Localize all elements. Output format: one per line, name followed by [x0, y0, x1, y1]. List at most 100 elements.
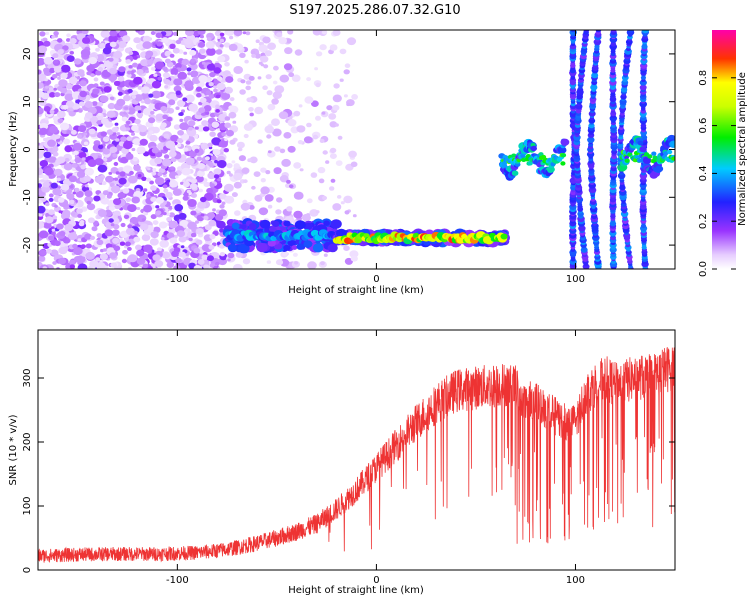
- spectrogram-feature-noise-sparse: [231, 192, 238, 198]
- spectrogram-feature-noise: [38, 213, 43, 217]
- spectrogram-feature-noise: [75, 190, 84, 198]
- spectrogram-feature-noise: [156, 41, 163, 47]
- spectrogram-feature-noise: [68, 184, 74, 189]
- spectrogram-feature-noise: [130, 231, 135, 236]
- spectrogram-feature-noise: [208, 82, 214, 87]
- spectrogram-feature-noise: [52, 261, 57, 265]
- spectrogram-feature-noise: [178, 212, 187, 220]
- spectrogram-feature-noise: [142, 35, 151, 43]
- spectrogram-feature-band: [500, 233, 508, 240]
- spectrogram-feature-noise: [200, 196, 207, 203]
- spectrogram-feature-band: [323, 220, 330, 226]
- spectrogram-feature-noise: [51, 35, 56, 39]
- spectrogram-feature-noise: [217, 55, 226, 63]
- spectrogram-feature-noise-sparse: [226, 170, 231, 175]
- spectrogram-feature-noise: [163, 79, 171, 85]
- spectrogram-feature-noise: [155, 210, 162, 216]
- spectrogram-feature-noise: [163, 154, 170, 159]
- spectrogram-feature-noise: [182, 97, 188, 102]
- spectrogram-feature-noise: [209, 234, 216, 240]
- spectrogram-feature-noise: [187, 128, 197, 137]
- spectrogram-feature-noise: [195, 86, 203, 92]
- spectrogram-feature-noise: [193, 247, 201, 254]
- spectrogram-feature-noise: [51, 231, 56, 236]
- spectrogram-feature-noise: [86, 71, 91, 76]
- spectrogram-feature-noise: [91, 226, 98, 232]
- spectrogram-feature-noise-sparse: [287, 145, 296, 153]
- spectrogram-feature-noise: [196, 156, 202, 161]
- spectrogram-feature-noise: [70, 212, 76, 216]
- spectrogram-feature-noise: [124, 124, 130, 128]
- spectrogram-feature-noise: [83, 141, 89, 146]
- spectrogram-feature-noise-sparse: [279, 175, 289, 183]
- spectrogram-feature-noise-sparse: [339, 48, 347, 55]
- spectrogram-feature-noise: [176, 143, 182, 148]
- spectrogram-feature-noise: [150, 31, 156, 35]
- spectrogram-feature-noise: [195, 228, 204, 235]
- spectrogram-feature-noise: [98, 144, 104, 150]
- spectrogram-feature-noise: [171, 250, 180, 257]
- spectrogram-feature-noise: [40, 197, 47, 203]
- spectrogram-feature-noise-sparse: [315, 115, 321, 121]
- spectrogram-feature-noise: [38, 167, 44, 176]
- spectrogram-feature-noise-sparse: [262, 85, 268, 90]
- spectrogram-feature-noise: [113, 198, 122, 206]
- spectrogram-feature-noise: [53, 59, 59, 64]
- spectrogram-feature-noise: [205, 41, 215, 49]
- spectrogram-feature-noise: [109, 96, 115, 101]
- spectrogram-feature-noise: [154, 157, 163, 165]
- spectrogram-feature-noise: [212, 148, 221, 156]
- spectrogram-feature-noise: [54, 92, 61, 98]
- spectrogram-feature-noise-sparse: [278, 111, 289, 120]
- spectrogram-feature-noise: [185, 157, 195, 166]
- spectrogram-feature-band: [283, 220, 291, 227]
- spectrogram-feature-noise: [44, 85, 49, 89]
- spectrogram-feature-noise: [133, 236, 141, 243]
- spectrogram-feature-noise: [183, 51, 188, 55]
- spectrogram-feature-noise: [128, 175, 138, 184]
- spectrogram-feature-tone: [511, 153, 517, 158]
- spectrogram-feature-arc: [583, 30, 590, 33]
- spectrogram-feature-noise: [77, 213, 83, 218]
- spectrogram-feature-noise: [170, 134, 179, 142]
- spectrogram-feature-noise: [162, 114, 169, 120]
- y-tick-label: 10: [22, 95, 33, 108]
- spectrogram-feature-band: [248, 223, 257, 230]
- spectrogram-feature-noise: [102, 248, 107, 252]
- spectrogram-feature-noise: [42, 266, 48, 269]
- spectrogram-feature-noise: [181, 109, 185, 113]
- spectrogram-feature-noise: [64, 145, 73, 153]
- spectrogram-feature-noise-sparse: [248, 205, 255, 210]
- spectrogram-feature-noise-sparse: [227, 252, 235, 259]
- spectrogram-feature-noise: [164, 58, 171, 64]
- spectrogram-feature-noise-sparse: [225, 30, 235, 36]
- spectrogram-feature-noise: [206, 47, 216, 56]
- spectrogram-feature-band: [327, 243, 338, 253]
- spectrogram-feature-noise-sparse: [282, 251, 288, 256]
- spectrogram-feature-noise: [221, 201, 226, 205]
- spectrogram-feature-noise: [174, 204, 184, 212]
- spectrogram-feature-noise: [90, 73, 95, 78]
- spectrogram-feature-noise: [179, 219, 189, 228]
- spectrogram-feature-noise-sparse: [224, 195, 235, 204]
- spectrogram-feature-noise-sparse: [233, 172, 243, 181]
- spectrogram-feature-noise: [129, 216, 139, 225]
- spectrogram-feature-noise-sparse: [246, 97, 253, 103]
- spectrogram-feature-noise: [168, 150, 177, 158]
- spectrogram-feature-noise: [207, 172, 216, 180]
- spectrogram-feature-noise-sparse: [264, 194, 274, 202]
- spectrogram-feature-noise: [125, 197, 131, 202]
- colorbar-ticks: 0.0 0.2 0.4 0.6 0.8: [698, 70, 736, 277]
- spectrogram-feature-tone: [560, 161, 566, 166]
- spectrogram-feature-noise: [77, 238, 82, 242]
- spectrogram-feature-noise: [219, 38, 225, 43]
- spectrogram-feature-noise: [73, 58, 82, 65]
- spectrogram-feature-noise-sparse: [266, 90, 273, 96]
- spectrogram-feature-noise-sparse: [236, 141, 245, 149]
- spectrogram-feature-noise: [217, 177, 222, 182]
- spectrogram-feature-noise: [124, 241, 131, 247]
- spectrogram-feature-noise-sparse: [260, 178, 266, 183]
- spectrogram-feature-noise: [122, 188, 130, 194]
- spectrogram-feature-noise: [64, 93, 74, 102]
- spectrogram-feature-noise-sparse: [337, 195, 342, 199]
